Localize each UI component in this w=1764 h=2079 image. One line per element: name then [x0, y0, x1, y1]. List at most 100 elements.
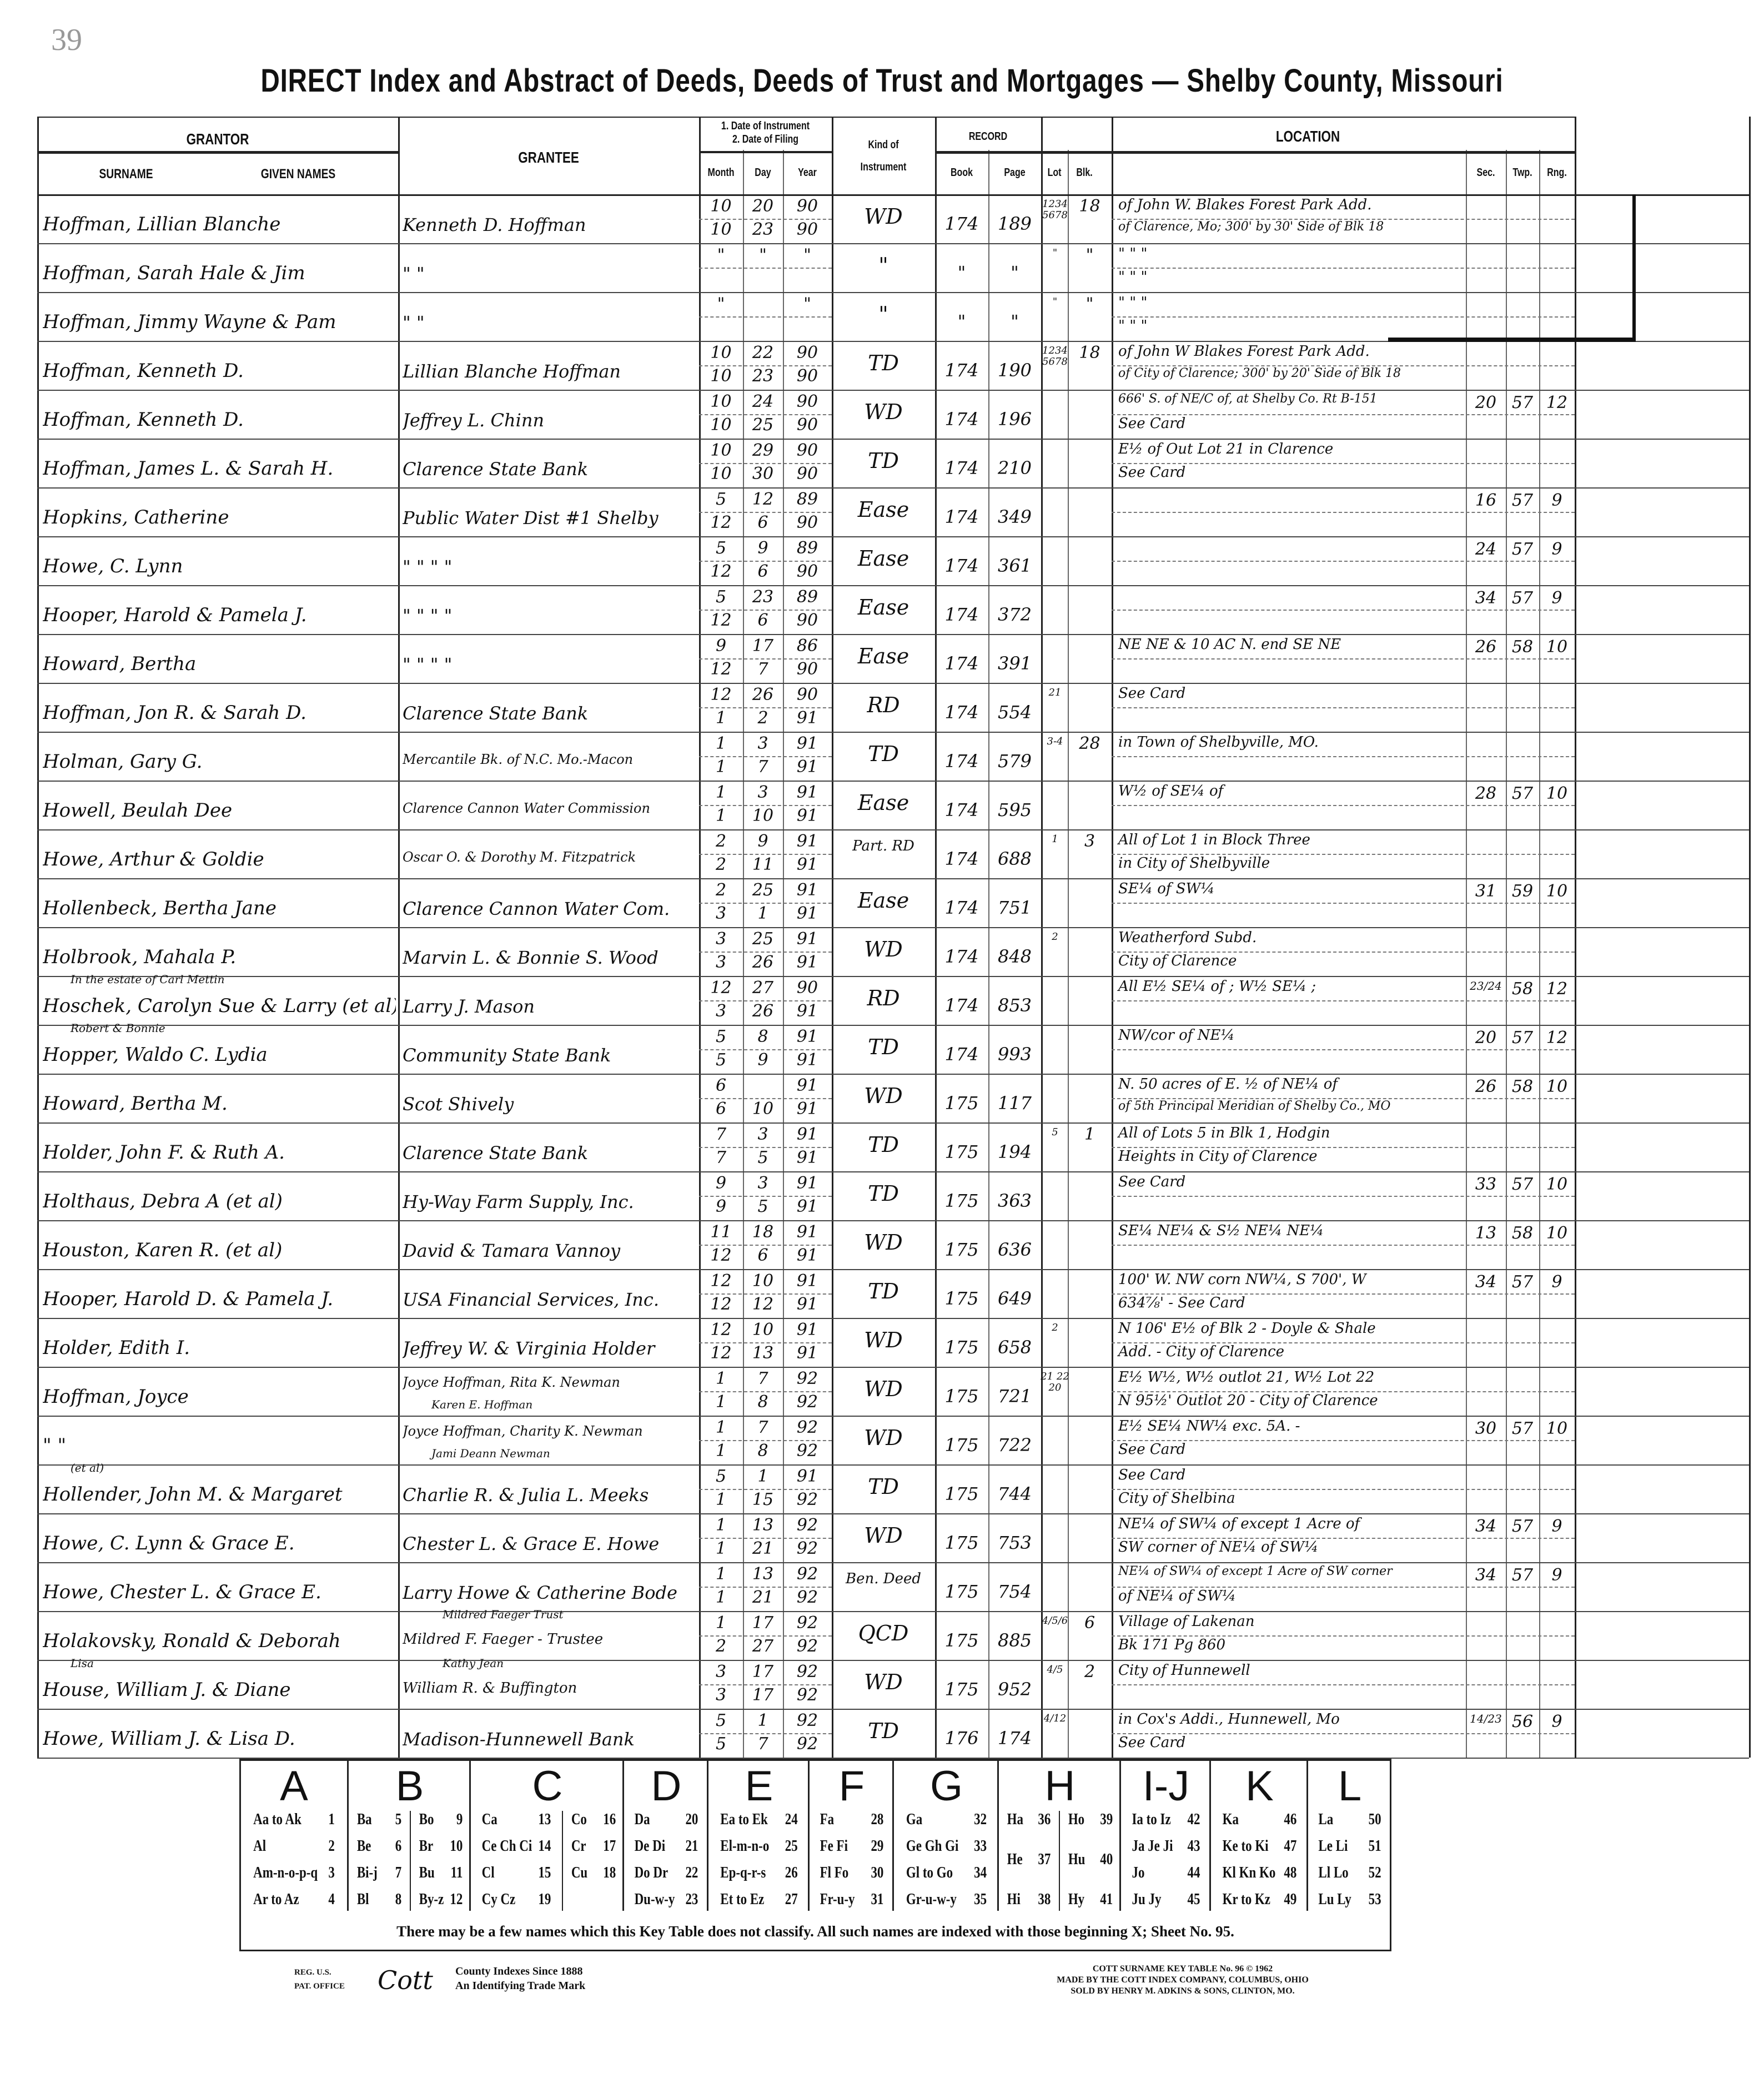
record-book: 174	[944, 555, 979, 576]
date-year: 91	[796, 1320, 818, 1340]
date-year: 92	[796, 1369, 818, 1388]
location-text: Add. - City of Clarence	[1118, 1343, 1285, 1360]
header-date-filing: 2. Date of Filing	[732, 133, 799, 145]
record-book: "	[957, 311, 966, 332]
location-text: 634⅞' - See Card	[1118, 1295, 1245, 1311]
date-month: 1	[715, 757, 727, 777]
row-rule	[37, 1074, 1749, 1075]
key-entry: Du-w-y 23	[635, 1891, 698, 1911]
location-split-rule	[1112, 268, 1575, 269]
key-entry: La 50	[1318, 1811, 1381, 1831]
row-rule	[37, 341, 1749, 342]
range: 9	[1551, 491, 1562, 510]
date-split-rule	[699, 1049, 832, 1050]
key-sheet-number: 15	[538, 1864, 551, 1881]
record-book: 174	[944, 751, 979, 772]
grantor-note: (et al)	[71, 1461, 104, 1474]
date-day: 13	[752, 1564, 774, 1584]
header-lot: Lot	[1047, 167, 1062, 179]
grantee-name: Clarence Cannon Water Commission	[403, 801, 650, 816]
date-split-rule	[699, 1196, 832, 1197]
grantee-name: Joyce Hoffman, Rita K. Newman	[403, 1375, 620, 1390]
section: 26	[1475, 637, 1497, 657]
date-day: 7	[757, 1734, 768, 1754]
date-year: 92	[796, 1613, 818, 1633]
date-day: 6	[757, 1246, 768, 1265]
instrument-kind: TD	[868, 351, 899, 375]
location-split-rule	[1112, 658, 1575, 660]
date-year: 91	[796, 1148, 818, 1167]
surname-key-table: A Aa to Ak 1 Al 2 Am-n-o-p-q 3 Ar to Az 4 B Ba 5 Be 6…	[239, 1759, 1391, 1951]
location-text: NE NE & 10 AC N. end SE NE	[1118, 636, 1341, 653]
key-range: Ka	[1222, 1811, 1239, 1828]
record-book: 174	[944, 799, 979, 820]
key-range: Fa	[820, 1811, 835, 1828]
key-entry: Fe Fi 29	[820, 1838, 884, 1857]
lot: 3-4	[1047, 736, 1063, 747]
cott-logo: Cott	[378, 1965, 433, 1995]
date-day: 13	[752, 1343, 774, 1363]
record-book: 175	[944, 1434, 979, 1456]
date-year: 91	[796, 1125, 818, 1144]
date-month: 12	[710, 1320, 732, 1340]
grantor-name: Holder, Edith I.	[43, 1337, 190, 1359]
date-split-rule	[699, 1293, 832, 1295]
date-month: 12	[710, 611, 732, 630]
header-date-instrument: 1. Date of Instrument	[721, 120, 810, 132]
key-sheet-number: 30	[871, 1864, 884, 1881]
date-split-rule	[699, 219, 832, 220]
date-day: 21	[752, 1539, 774, 1558]
date-year: 91	[796, 1027, 818, 1046]
record-page: 595	[997, 799, 1032, 820]
location-text: City of Shelbina	[1118, 1490, 1235, 1507]
grantor-name: House, William J. & Diane	[43, 1679, 291, 1701]
date-month: 11	[710, 1222, 732, 1242]
grantor-name: Houston, Karen R. (et al)	[43, 1239, 283, 1261]
key-range: By-z	[419, 1891, 444, 1908]
grantor-note: Lisa	[71, 1657, 94, 1670]
grantee-name: Hy-Way Farm Supply, Inc.	[403, 1191, 634, 1212]
lot: 5	[1052, 1126, 1058, 1138]
key-sheet-number: 39	[1100, 1811, 1113, 1828]
record-page: 722	[997, 1434, 1032, 1456]
key-entry: Cy Cz 19	[482, 1891, 551, 1911]
row-rule	[37, 1318, 1749, 1319]
key-range: Hi	[1007, 1891, 1021, 1908]
date-day: 30	[752, 464, 774, 484]
key-range: Al	[253, 1838, 267, 1855]
lot: 1234 5678	[1042, 345, 1068, 368]
key-sheet-number: 25	[785, 1838, 798, 1855]
key-entry: Ju Jy 45	[1132, 1891, 1200, 1911]
grantor-name: Hoffman, James L. & Sarah H.	[43, 457, 334, 480]
grantee-name: Oscar O. & Dorothy M. Fitzpatrick	[403, 849, 636, 865]
key-sheet-number: 3	[328, 1864, 335, 1881]
key-subcolumn: Ga 32 Ge Gh Gi 33 Gl to Go 34 Gr-u-w-y 35	[894, 1811, 999, 1911]
key-range: El-m-n-o	[720, 1838, 770, 1855]
grantor-name: Howe, Chester L. & Grace E.	[43, 1581, 321, 1603]
key-entry: Co 16	[571, 1811, 616, 1831]
block: 3	[1084, 832, 1095, 851]
key-sheet-number: 9	[456, 1811, 463, 1828]
date-year: 90	[796, 220, 818, 239]
column-divider	[783, 150, 784, 1758]
key-sheet-number: 5	[395, 1811, 402, 1828]
date-year: 90	[796, 392, 818, 411]
location-split-rule	[1112, 414, 1575, 415]
record-book: 174	[944, 946, 979, 967]
column-divider	[1068, 150, 1069, 1758]
key-range: Ia to Iz	[1132, 1811, 1171, 1828]
grantee-name: Mercantile Bk. of N.C. Mo.-Macon	[403, 752, 634, 767]
grantee-name: " " " "	[403, 605, 453, 626]
group-bracket	[1632, 194, 1636, 341]
date-year: 90	[796, 513, 818, 532]
range: 10	[1546, 1419, 1568, 1438]
key-table-note: There may be a few names which this Key …	[396, 1923, 1234, 1940]
date-day: 22	[752, 343, 774, 363]
grantor-note: Robert & Bonnie	[71, 1021, 165, 1035]
grantee-name: " "	[403, 263, 425, 284]
row-rule	[37, 243, 1749, 244]
location-text: of John W Blakes Forest Park Add.	[1118, 343, 1370, 360]
date-split-rule	[699, 1098, 832, 1099]
key-sheet-number: 37	[1038, 1851, 1051, 1868]
key-range: He	[1007, 1851, 1023, 1868]
